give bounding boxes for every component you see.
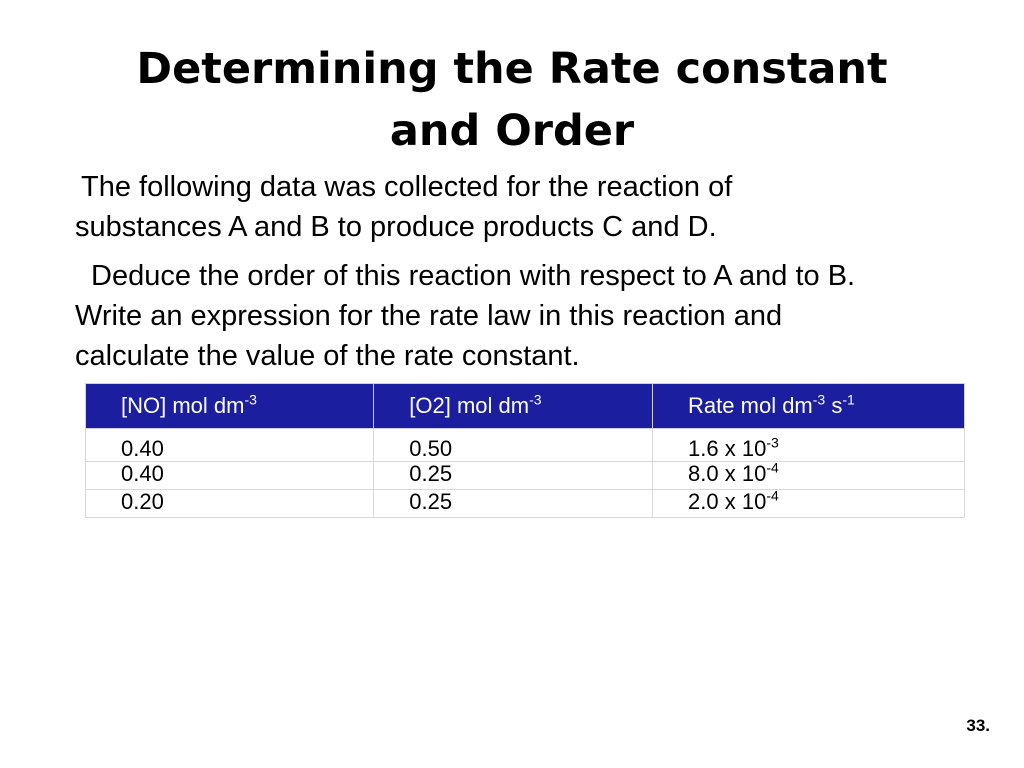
intro-paragraph: The following data was collected for the… xyxy=(75,167,732,247)
task-line-1: Deduce the order of this reaction with r… xyxy=(91,260,856,292)
header-rate: Rate mol dm-3 s-1 xyxy=(652,383,965,429)
rate-data-table: [NO] mol dm-3 [O2] mol dm-3 Rate mol dm-… xyxy=(84,383,965,518)
table-row: 0.40 0.25 8.0 x 10-4 xyxy=(84,461,965,490)
table-header-row: [NO] mol dm-3 [O2] mol dm-3 Rate mol dm-… xyxy=(84,383,965,429)
slide-title: Determining the Rate constant and Order xyxy=(0,38,1024,162)
slide-title-line-1: Determining the Rate constant xyxy=(136,44,888,94)
intro-line-2: substances A and B to produce products C… xyxy=(75,211,717,243)
cell-no: 0.40 xyxy=(84,461,375,490)
table-row: 0.40 0.50 1.6 x 10-3 xyxy=(84,428,965,462)
intro-line-1: The following data was collected for the… xyxy=(81,171,733,203)
task-line-3: calculate the value of the rate constant… xyxy=(75,340,580,372)
cell-rate: 8.0 x 10-4 xyxy=(652,461,965,490)
task-paragraph: Deduce the order of this reaction with r… xyxy=(75,256,855,376)
page-number: 33. xyxy=(966,716,990,735)
task-line-2: Write an expression for the rate law in … xyxy=(75,300,783,332)
header-no-concentration: [NO] mol dm-3 xyxy=(84,383,375,429)
cell-o2: 0.25 xyxy=(373,489,654,518)
slide-title-line-2: and Order xyxy=(389,106,635,156)
cell-o2: 0.50 xyxy=(373,428,654,462)
cell-o2: 0.25 xyxy=(373,461,654,490)
cell-rate: 1.6 x 10-3 xyxy=(652,428,965,462)
header-o2-concentration: [O2] mol dm-3 xyxy=(373,383,654,429)
cell-rate: 2.0 x 10-4 xyxy=(652,489,965,518)
table-row: 0.20 0.25 2.0 x 10-4 xyxy=(84,489,965,518)
cell-no: 0.20 xyxy=(84,489,375,518)
cell-no: 0.40 xyxy=(84,428,375,462)
